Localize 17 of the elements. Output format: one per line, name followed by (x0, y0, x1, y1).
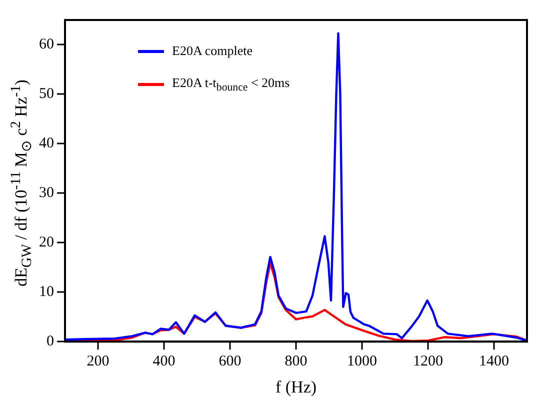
x-tick-label: 800 (284, 354, 308, 370)
y-tick-label: 50 (39, 86, 54, 102)
y-tick-label: 60 (39, 36, 54, 53)
x-tick-label: 1000 (347, 354, 377, 370)
y-tick-label: 0 (46, 334, 54, 350)
x-tick-label: 1200 (413, 354, 443, 370)
x-axis-title: f (Hz) (275, 377, 317, 396)
x-tick-label: 400 (152, 354, 176, 370)
x-tick-label: 1400 (479, 354, 509, 370)
legend-label: E20A t-t$_{bounce}$ < 20ms (172, 75, 290, 94)
x-tick-label: 200 (86, 354, 110, 370)
y-tick-label: 40 (39, 136, 54, 152)
legend-label: E20A complete (172, 43, 253, 59)
y-tick-label: 20 (39, 234, 54, 251)
y-tick-label: 10 (39, 284, 54, 300)
x-tick-label: 600 (218, 354, 242, 370)
y-tick-label: 30 (39, 185, 54, 202)
